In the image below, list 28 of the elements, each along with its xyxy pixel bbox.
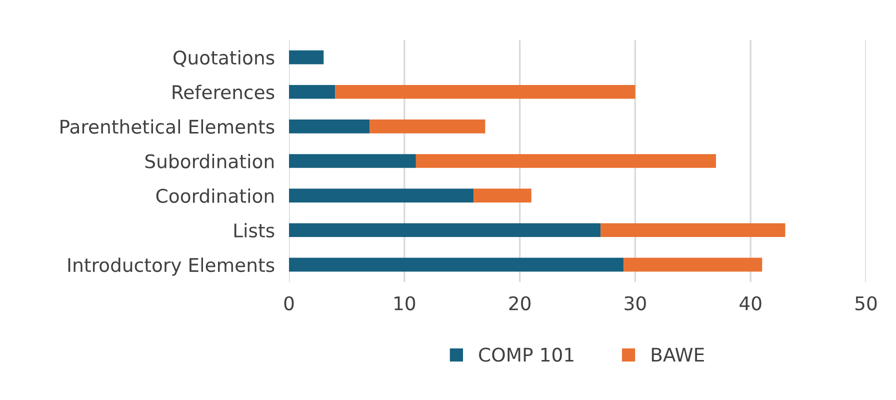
bar: [289, 84, 336, 99]
x-tick-label: 0: [284, 296, 294, 310]
bar: [289, 223, 601, 238]
x-tick-label: 50: [856, 296, 877, 310]
bar: [416, 154, 716, 168]
bar: [289, 188, 474, 202]
x-tick-label: 30: [624, 296, 646, 310]
x-tick-label: 20: [509, 296, 530, 310]
y-tick-label: Introductory Elements: [68, 258, 274, 276]
bar: [624, 258, 762, 272]
bar: [600, 223, 786, 238]
bar: [289, 50, 324, 64]
y-tick-label: References: [172, 84, 274, 100]
y-tick-label: Parenthetical Elements: [60, 119, 274, 134]
y-tick-label: Subordination: [145, 154, 274, 168]
bar: [335, 84, 636, 99]
legend-label: BAWE: [652, 348, 704, 362]
bar: [289, 258, 624, 272]
y-tick-label: Coordination: [156, 188, 274, 203]
x-tick-label: 40: [740, 296, 762, 310]
bar: [289, 154, 416, 168]
legend-label: COMP 101: [479, 348, 574, 362]
bar: [289, 120, 370, 134]
bar: [370, 120, 486, 134]
y-tick-label: Quotations: [174, 50, 274, 67]
bar: [474, 188, 532, 202]
y-tick-label: Lists: [234, 223, 274, 238]
x-tick-label: 10: [394, 296, 416, 310]
